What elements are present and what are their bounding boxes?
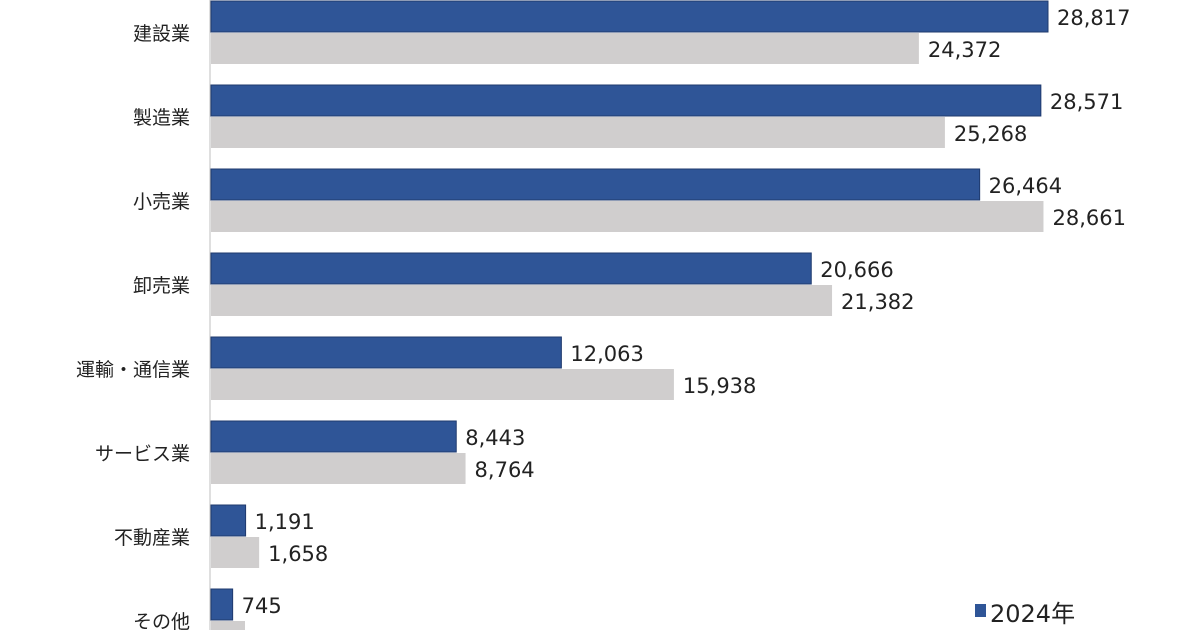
bar-series1 [210, 420, 457, 453]
data-label: 8,764 [475, 458, 535, 482]
legend-label: 2024年 [990, 600, 1075, 628]
data-label: 25,268 [954, 122, 1027, 146]
data-label: 28,817 [1057, 6, 1130, 30]
bar-series2 [211, 201, 1044, 232]
bar-series2 [211, 33, 919, 64]
data-label: 1,191 [255, 510, 315, 534]
bar-series1 [210, 168, 981, 201]
bar-series1 [210, 0, 1049, 33]
data-label: 21,382 [841, 290, 914, 314]
data-label: 26,464 [989, 174, 1062, 198]
data-label: 8,443 [465, 426, 525, 450]
data-label: 20,666 [820, 258, 893, 282]
bar-series1 [210, 504, 247, 537]
category-label: 不動産業 [114, 527, 190, 549]
category-label: 運輸・通信業 [76, 359, 190, 381]
category-label: 小売業 [133, 191, 190, 213]
bar-series1 [210, 588, 234, 621]
bar-series2 [211, 285, 833, 316]
category-label: サービス業 [95, 443, 190, 465]
data-label: 1,658 [268, 542, 328, 566]
bar-series1 [210, 336, 562, 369]
data-label: 15,938 [683, 374, 756, 398]
bar-series2 [211, 537, 260, 568]
bar-series2 [211, 369, 674, 400]
bar-series2 [211, 453, 466, 484]
category-label: 製造業 [133, 107, 190, 129]
category-label: その他 [133, 611, 190, 630]
data-label: 28,571 [1050, 90, 1123, 114]
bar-partial [211, 621, 245, 630]
data-label: 24,372 [928, 38, 1001, 62]
data-label: 745 [242, 594, 282, 618]
category-label: 卸売業 [133, 275, 190, 297]
bar-series1 [210, 84, 1042, 117]
data-label: 12,063 [570, 342, 643, 366]
data-label: 28,661 [1052, 206, 1125, 230]
legend-swatch [975, 604, 986, 617]
bar-series2 [211, 117, 945, 148]
category-label: 建設業 [133, 23, 190, 45]
bar-series1 [210, 252, 812, 285]
